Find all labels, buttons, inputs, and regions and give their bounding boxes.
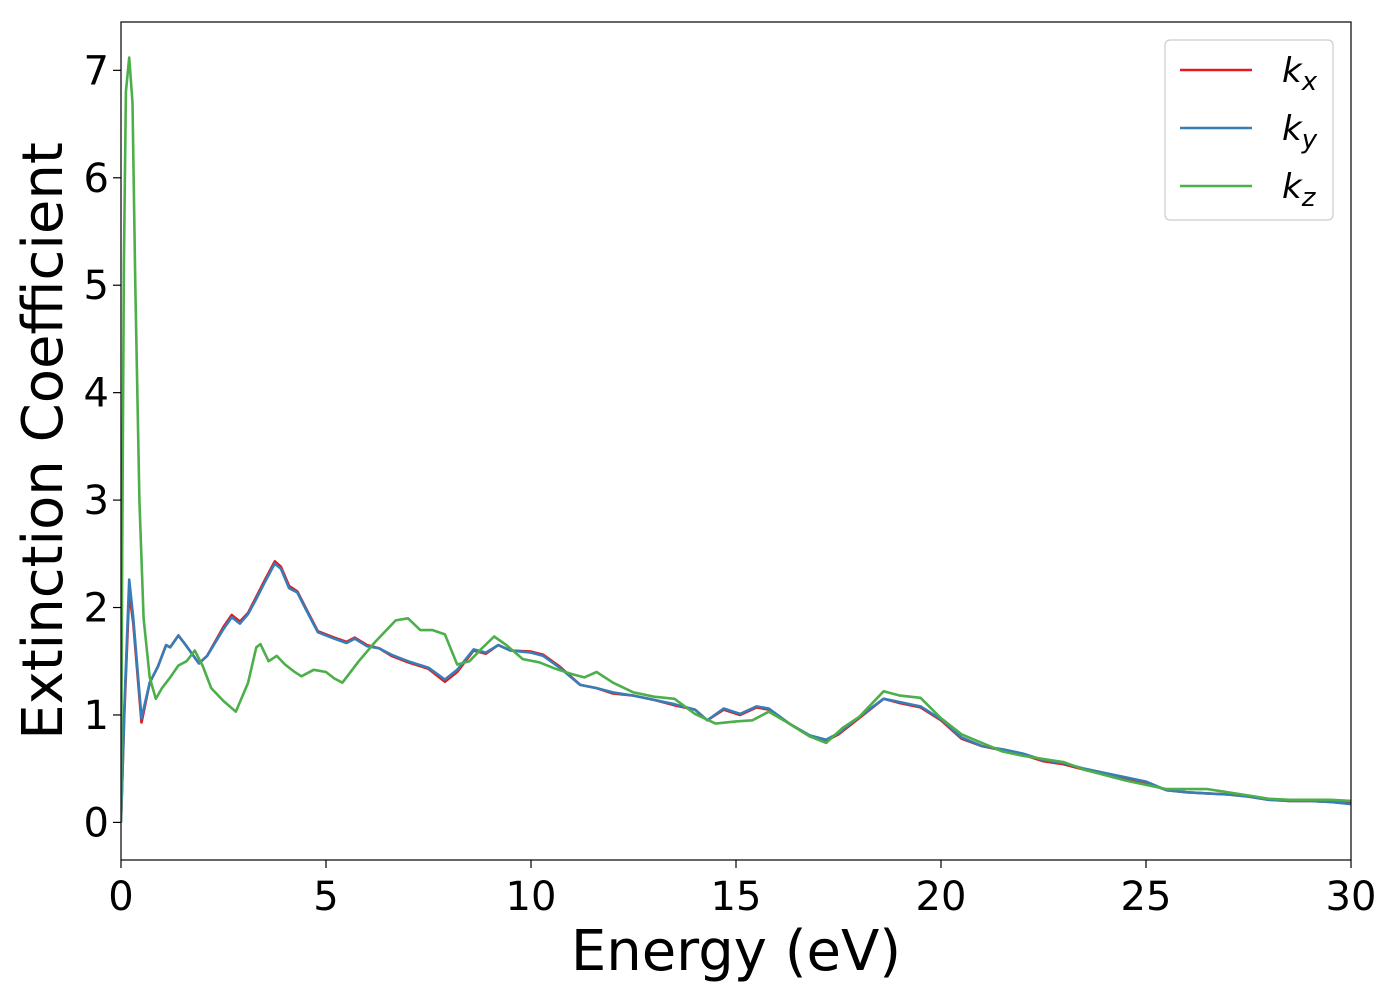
x-tick-label: 10 bbox=[506, 874, 557, 920]
y-tick-label: 5 bbox=[84, 263, 109, 309]
x-tick-label: 15 bbox=[711, 874, 762, 920]
x-tick-label: 25 bbox=[1121, 874, 1172, 920]
legend-label-subscript: x bbox=[1301, 67, 1318, 97]
legend-label-subscript: y bbox=[1301, 125, 1318, 155]
y-tick-label: 1 bbox=[84, 693, 109, 739]
legend-label-subscript: z bbox=[1301, 183, 1317, 213]
y-axis: 0 1 2 3 4 5 6 7 bbox=[84, 48, 121, 846]
y-axis-title: Extinction Coefficient bbox=[11, 142, 76, 740]
series-line-kz bbox=[121, 56, 1351, 823]
legend-label-kx: kx bbox=[1282, 51, 1318, 97]
legend-label-base: k bbox=[1282, 109, 1303, 149]
y-tick-label: 4 bbox=[84, 371, 109, 417]
x-tick-label: 0 bbox=[108, 874, 133, 920]
series-layer bbox=[121, 56, 1351, 823]
y-tick-label: 7 bbox=[84, 48, 109, 94]
y-tick-label: 0 bbox=[84, 800, 109, 846]
legend-box bbox=[1164, 39, 1334, 221]
legend-label-kz: kz bbox=[1282, 167, 1317, 213]
y-tick-label: 2 bbox=[84, 586, 109, 632]
legend-label-base: k bbox=[1282, 167, 1303, 207]
x-axis: 0 5 10 15 20 25 30 bbox=[108, 860, 1376, 920]
legend-label-base: k bbox=[1282, 51, 1303, 91]
x-axis-title: Energy (eV) bbox=[571, 919, 901, 984]
y-tick-label: 3 bbox=[84, 478, 109, 524]
x-tick-label: 20 bbox=[916, 874, 967, 920]
legend-label-ky: ky bbox=[1282, 109, 1318, 155]
y-tick-label: 6 bbox=[84, 156, 109, 202]
x-tick-label: 5 bbox=[313, 874, 338, 920]
x-tick-label: 30 bbox=[1326, 874, 1377, 920]
